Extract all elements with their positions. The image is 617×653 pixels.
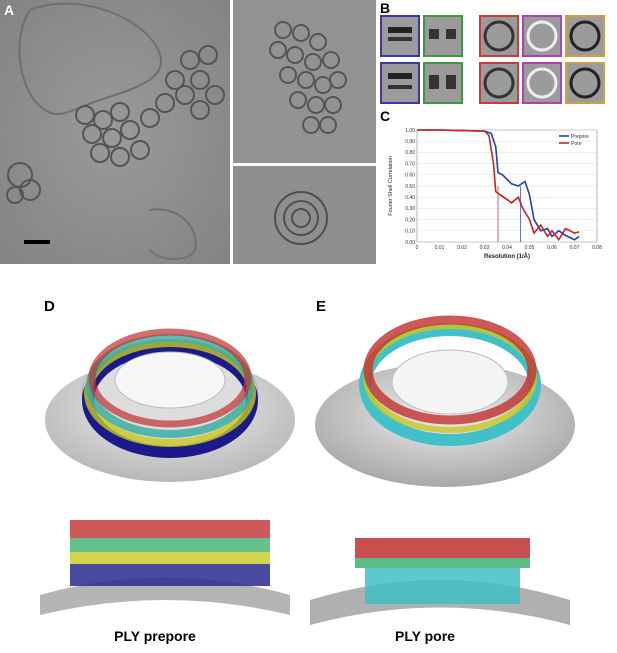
x-tick-label: 0.02 [457, 245, 467, 251]
y-tick-label: 0.60 [405, 173, 415, 179]
side-view-prepore-2 [423, 15, 463, 57]
caption-pore: PLY pore [395, 628, 455, 644]
y-tick-label: 0.20 [405, 217, 415, 223]
micrograph-bottom-right [233, 166, 376, 264]
fsc-chart: 0.00 0.10 0.20 0.30 0.40 0.50 0.60 0.70 0.80 0.90… [388, 128, 602, 260]
y-tick-label: 0.90 [405, 139, 415, 145]
micrograph-top-right [233, 0, 376, 163]
y-tick-label: 0.80 [405, 150, 415, 156]
legend-label: Prepore [571, 134, 589, 140]
y-tick-label: 0.70 [405, 161, 415, 167]
micrograph-main-art [0, 0, 230, 264]
caption-prepore: PLY prepore [114, 628, 196, 644]
x-tick-label: 0.01 [435, 245, 445, 251]
panel-label-d: D [44, 298, 55, 315]
micrograph-top-right-art [233, 0, 376, 163]
x-tick-label: 0.05 [525, 245, 535, 251]
y-tick-label: 0.40 [405, 195, 415, 201]
x-tick-label: 0.07 [570, 245, 580, 251]
y-tick-label: 0.50 [405, 184, 415, 190]
x-tick-label: 0.04 [502, 245, 512, 251]
x-tick-label: 0 [416, 245, 419, 251]
class-averages [380, 15, 605, 104]
micrograph-main [0, 0, 230, 264]
prepore-top-view-render [45, 328, 295, 482]
panel-label-e: E [316, 298, 327, 315]
top-view-5 [522, 62, 562, 104]
series-line-prepore [417, 129, 580, 241]
top-view-6 [565, 62, 605, 104]
top-view-3 [565, 15, 605, 57]
top-view-4 [479, 62, 519, 104]
pore-side-view-render [310, 538, 570, 625]
top-view-1 [479, 15, 519, 57]
x-tick-label: 0.08 [592, 245, 602, 251]
y-tick-label: 0.00 [405, 240, 415, 246]
y-tick-label: 1.00 [405, 128, 415, 134]
y-axis-label: Fourier Shell Correlation [388, 156, 394, 216]
y-tick-label: 0.10 [405, 229, 415, 235]
series-line-pore [417, 129, 580, 242]
x-axis-label: Resolution (1/Å) [484, 253, 530, 260]
panel-label-b: B [380, 0, 391, 16]
pore-top-view-render [315, 315, 575, 487]
side-view-pore [380, 62, 420, 104]
top-view-2 [522, 15, 562, 57]
x-tick-label: 0.03 [480, 245, 490, 251]
micrograph-bottom-right-art [233, 166, 376, 264]
side-view-prepore [380, 15, 420, 57]
prepore-side-view-render [40, 520, 290, 615]
y-tick-label: 0.30 [405, 206, 415, 212]
legend-label: Pore [571, 141, 582, 147]
scale-bar [24, 240, 50, 244]
x-tick-label: 0.06 [547, 245, 557, 251]
panel-label-c: C [380, 108, 391, 124]
panel-label-a: A [4, 2, 15, 18]
side-view-pore-2 [423, 62, 463, 104]
